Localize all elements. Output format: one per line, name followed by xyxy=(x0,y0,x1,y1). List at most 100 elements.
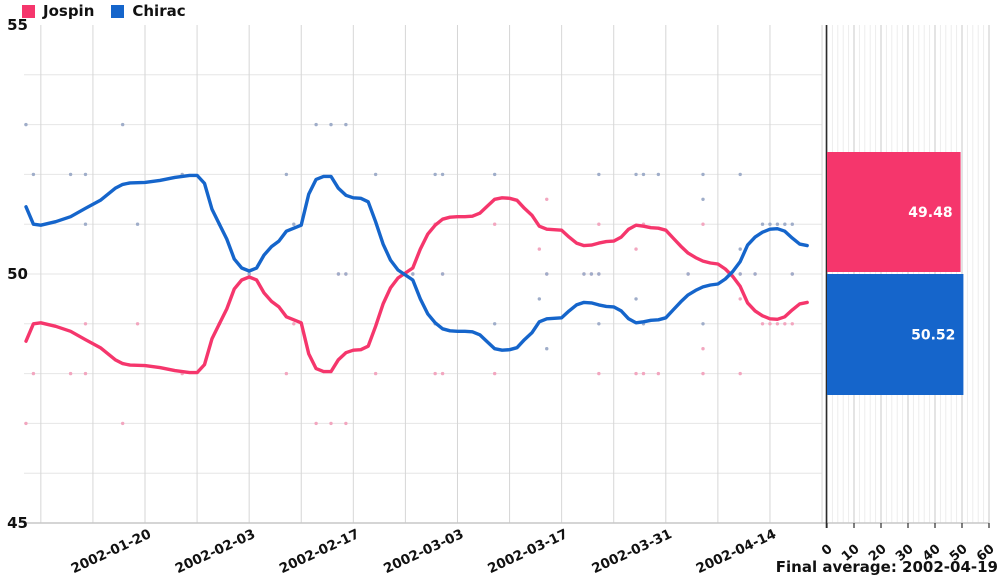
chirac-poll-dot xyxy=(120,122,125,127)
jospin-poll-dot xyxy=(83,371,88,376)
chirac-poll-dot xyxy=(440,172,445,177)
chirac-poll-dot xyxy=(292,222,296,226)
jospin-poll-dot xyxy=(760,322,765,326)
x-tick-label: 2002-03-17 xyxy=(485,526,570,577)
chirac-poll-dot xyxy=(336,272,341,276)
jospin-line xyxy=(24,196,809,375)
jospin-poll-dot xyxy=(31,371,36,376)
chirac-poll-dot xyxy=(373,172,378,177)
chirac-poll-dot xyxy=(492,172,497,177)
chirac-swatch-icon xyxy=(111,5,125,18)
jospin-poll-dot xyxy=(701,371,705,376)
chirac-poll-dot xyxy=(790,272,794,276)
jospin-poll-dot xyxy=(83,322,88,326)
chirac-poll-dot xyxy=(284,172,289,177)
y-tick-label: 45 xyxy=(7,514,28,532)
jospin-poll-dot xyxy=(492,222,497,226)
chirac-poll-dot xyxy=(701,197,705,201)
legend-item-chirac: Chirac xyxy=(111,2,186,20)
chirac-poll-dot xyxy=(344,122,348,127)
jospin-poll-dot xyxy=(440,371,445,376)
chirac-poll-dot xyxy=(790,222,794,226)
y-tick-label: 50 xyxy=(7,265,28,283)
jospin-poll-dot xyxy=(775,322,780,326)
final-bar-jospin xyxy=(827,152,961,272)
x-tick-label: 2002-01-20 xyxy=(69,526,154,577)
x-tick-label: 2002-02-03 xyxy=(173,526,258,577)
chirac-poll-dot xyxy=(247,272,251,276)
jospin-poll-dot xyxy=(768,322,772,326)
jospin-poll-dot xyxy=(492,371,497,376)
jospin-poll-dot xyxy=(344,421,348,426)
chirac-poll-dot xyxy=(545,272,549,276)
jospin-poll-dot xyxy=(783,322,787,326)
jospin-poll-dot xyxy=(790,322,794,326)
chirac-poll-dot xyxy=(783,222,787,226)
chirac-poll-dot xyxy=(753,272,757,276)
chirac-poll-dot xyxy=(314,122,318,127)
legend: Jospin Chirac xyxy=(22,4,186,19)
x-tick-label: 2002-02-17 xyxy=(277,526,362,577)
chirac-poll-dot xyxy=(31,172,36,177)
jospin-poll-dot xyxy=(597,371,601,376)
final-bar-chirac xyxy=(827,274,964,395)
jospin-poll-dot xyxy=(738,297,742,301)
chirac-poll-dot xyxy=(344,272,348,276)
jospin-poll-dot xyxy=(597,222,601,226)
chirac-poll-dot xyxy=(597,272,601,276)
final-average-caption: Final average: 2002-04-19 xyxy=(776,558,998,576)
jospin-poll-dot xyxy=(373,371,378,376)
chirac-poll-dot xyxy=(492,322,497,326)
chirac-poll-dot xyxy=(768,222,772,226)
chirac-poll-dot xyxy=(775,222,780,226)
chirac-poll-dot xyxy=(701,322,705,326)
chirac-poll-dot xyxy=(582,272,586,276)
jospin-poll-dot xyxy=(738,371,742,376)
jospin-poll-dot xyxy=(329,421,333,426)
jospin-poll-dot xyxy=(433,371,437,376)
chirac-poll-dot xyxy=(83,172,88,177)
chirac-poll-dot xyxy=(738,272,742,276)
chirac-poll-dot xyxy=(738,247,742,251)
jospin-poll-dot xyxy=(641,371,646,376)
jospin-poll-dot xyxy=(634,247,638,251)
chirac-poll-dot xyxy=(329,122,333,127)
chirac-poll-dot xyxy=(411,272,415,276)
legend-label-chirac: Chirac xyxy=(132,2,186,20)
chirac-poll-dot xyxy=(440,272,445,276)
chirac-poll-dot xyxy=(686,272,690,276)
chirac-poll-dot xyxy=(597,172,601,177)
chirac-poll-dot xyxy=(83,222,88,226)
chirac-poll-dot xyxy=(738,172,742,177)
chirac-poll-dot xyxy=(634,172,638,177)
jospin-poll-dot xyxy=(537,247,542,251)
final-bar-value-chirac: 50.52 xyxy=(911,328,955,344)
chirac-poll-dot xyxy=(545,347,549,351)
jospin-poll-dot xyxy=(656,371,661,376)
jospin-poll-dot xyxy=(701,222,705,226)
chirac-poll-dot xyxy=(537,297,542,301)
final-bar-value-jospin: 49.48 xyxy=(908,205,952,221)
chirac-poll-dot xyxy=(24,122,28,127)
jospin-poll-dot xyxy=(545,197,549,201)
jospin-poll-dot xyxy=(701,347,705,351)
chirac-poll-dot xyxy=(433,172,437,177)
chirac-poll-dot xyxy=(68,172,73,177)
chirac-poll-dot xyxy=(701,172,705,177)
chirac-poll-dot xyxy=(135,222,140,226)
jospin-poll-dot xyxy=(120,421,125,426)
jospin-poll-dot xyxy=(135,322,140,326)
chirac-poll-dot xyxy=(589,272,594,276)
jospin-poll-dot xyxy=(634,371,638,376)
legend-label-jospin: Jospin xyxy=(43,2,95,20)
jospin-poll-dot xyxy=(24,421,28,426)
jospin-poll-dot xyxy=(68,371,73,376)
y-tick-label: 55 xyxy=(7,16,28,34)
jospin-poll-dot xyxy=(292,322,296,326)
x-tick-label: 2002-03-31 xyxy=(589,526,674,577)
x-tick-label: 2002-03-03 xyxy=(381,526,466,577)
chirac-poll-dot xyxy=(641,172,646,177)
jospin-poll-dot xyxy=(314,421,318,426)
